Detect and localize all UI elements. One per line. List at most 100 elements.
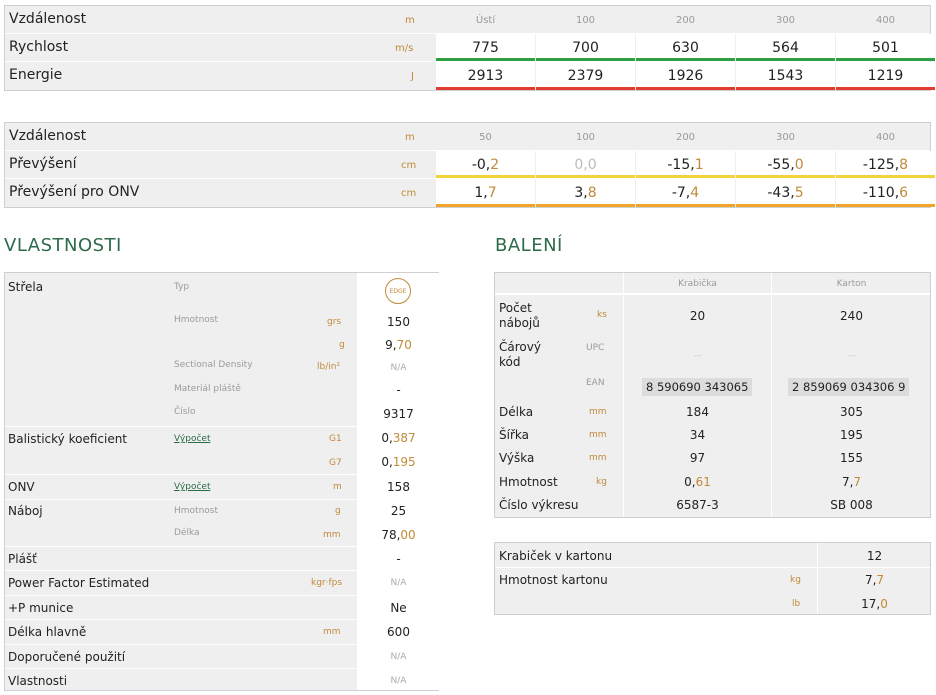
drop-onv-row: Převýšení pro ONV cm 1,7 3,8 -7,4 -43,5 …	[5, 179, 935, 207]
onv-vypocet-link[interactable]: Výpočet	[174, 482, 211, 492]
distance-cell: 50	[479, 132, 492, 143]
bk-vypocet-link[interactable]: Výpočet	[174, 434, 211, 444]
distance-cell: 400	[875, 15, 896, 26]
hmotnost-karton: 7,7	[841, 475, 862, 489]
hmotnost-label: Hmotnost	[499, 475, 558, 489]
delka-hlavne-label: Délka hlavně	[8, 625, 87, 639]
trajectory-table: Vzdálenost m 50 100 200 300 400 Převýšen…	[4, 122, 935, 208]
carovy-label: Čárový kód	[499, 340, 541, 369]
energy-cell: 1219	[836, 62, 935, 90]
sd-unit: lb/in²	[317, 362, 341, 372]
upc-label: UPC	[586, 343, 605, 353]
vlastnosti-row-value: N/A	[390, 676, 407, 686]
vlastnosti-panel: Střela Typ EDGE Hmotnost grs 150 g 9,70 …	[4, 272, 439, 691]
pf-unit: kgr·fps	[311, 578, 343, 588]
distance-cell: 400	[875, 132, 896, 143]
baleni-title: BALENÍ	[495, 235, 563, 256]
doporucene-label: Doporučené použití	[8, 650, 126, 664]
distance-cell: 200	[675, 132, 696, 143]
hmotnost-kartonu-unit-kg: kg	[790, 575, 801, 585]
sd-label: Sectional Density	[174, 360, 253, 370]
onv-label: ONV	[8, 480, 35, 494]
edge-badge-icon: EDGE	[385, 278, 411, 304]
velocity-cell: 564	[736, 34, 835, 61]
hmotnost-kartonu-lb: 17,0	[861, 597, 888, 611]
strela-hmotnost-label: Hmotnost	[174, 315, 218, 325]
doporucene-value: N/A	[390, 652, 407, 662]
material-label: Materiál pláště	[174, 384, 241, 394]
ean-krabicka: 8 590690 343065	[642, 378, 753, 396]
drop-cell: -125,8	[836, 151, 935, 178]
onv-unit: m	[333, 482, 342, 492]
sirka-unit: mm	[589, 430, 607, 440]
vyska-krabicka: 97	[689, 451, 706, 465]
upc-karton: —	[847, 351, 856, 361]
strela-label: Střela	[8, 280, 44, 294]
drop-onv-cell: -7,4	[636, 179, 735, 207]
naboj-hmotnost-unit: g	[335, 506, 341, 516]
drop-row: Převýšení cm -0,2 0,0 -15,1 -55,0 -125,8	[5, 151, 935, 179]
delka-unit: mm	[589, 407, 607, 417]
distance-cell: 200	[675, 15, 696, 26]
pf-label: Power Factor Estimated	[8, 576, 150, 590]
col-krabicka: Krabička	[678, 279, 717, 289]
pf-value: N/A	[390, 578, 407, 588]
energy-cell: 1543	[736, 62, 835, 90]
vyska-label: Výška	[499, 451, 535, 465]
velocity-cell: 775	[436, 34, 535, 61]
cislo-value: 9317	[383, 407, 414, 421]
vlastnosti-row-label: Vlastnosti	[8, 674, 68, 688]
material-value: -	[396, 383, 401, 397]
drop-onv-cell: -43,5	[736, 179, 835, 207]
distance-row: Vzdálenost m 50 100 200 300 400	[5, 123, 930, 151]
distance-cell: 300	[775, 15, 796, 26]
cislo-vykresu-krabicka: 6587-3	[676, 498, 719, 512]
energy-cell: 2913	[436, 62, 535, 90]
onv-value: 158	[387, 480, 410, 494]
distance-unit: m	[405, 132, 415, 143]
baleni-panel: Krabička Karton Počet nábojů ks 20 240 Č…	[494, 272, 931, 518]
cislo-vykresu-karton: SB 008	[830, 498, 873, 512]
sirka-krabicka: 34	[689, 428, 706, 442]
energy-label: Energie	[9, 67, 63, 83]
naboj-delka-unit: mm	[323, 530, 341, 540]
hmotnost-krabicka: 0,61	[684, 475, 711, 489]
energy-row: Energie J 2913 2379 1926 1543 1219	[5, 62, 935, 90]
drop-cell: -15,1	[636, 151, 735, 178]
hmotnost-unit: kg	[596, 477, 607, 487]
distance-cell: 100	[575, 132, 596, 143]
vlastnosti-title: VLASTNOSTI	[4, 235, 122, 256]
g1-value: 0,387	[381, 431, 416, 445]
strela-hmotnost-unit-grs: grs	[327, 317, 342, 327]
typ-label: Typ	[174, 282, 190, 292]
hmotnost-kartonu-kg: 7,7	[864, 573, 885, 587]
drop-onv-unit: cm	[401, 188, 417, 199]
energy-cell: 1926	[636, 62, 735, 90]
drop-onv-cell: 3,8	[536, 179, 635, 207]
karton-panel: Krabiček v kartonu 12 Hmotnost kartonu k…	[494, 542, 931, 615]
drop-cell: -0,2	[436, 151, 535, 178]
hmotnost-kartonu-label: Hmotnost kartonu	[499, 573, 608, 587]
strela-hmotnost-unit-g: g	[339, 340, 345, 350]
g7-value: 0,195	[381, 455, 416, 469]
drop-onv-cell: 1,7	[436, 179, 535, 207]
sirka-karton: 195	[840, 428, 863, 442]
upc-krabicka: —	[693, 351, 702, 361]
vyska-karton: 155	[840, 451, 863, 465]
krabicek-value: 12	[866, 549, 883, 563]
cislo-vykresu-label: Číslo výkresu	[499, 498, 579, 512]
velocity-unit: m/s	[395, 43, 414, 54]
ean-label: EAN	[586, 378, 605, 388]
plast-label: Plášť	[8, 552, 37, 566]
cislo-label: Číslo	[174, 407, 196, 417]
naboj-delka-value: 78,00	[381, 528, 416, 542]
pocet-label: Počet nábojů	[499, 301, 540, 330]
sirka-label: Šířka	[499, 428, 529, 442]
naboj-label: Náboj	[8, 504, 43, 518]
distance-row: Vzdálenost m Ústí 100 200 300 400	[5, 6, 930, 34]
drop-label: Převýšení	[9, 156, 77, 172]
krabicek-label: Krabiček v kartonu	[499, 549, 613, 563]
drop-onv-label: Převýšení pro ONV	[9, 184, 140, 200]
velocity-row: Rychlost m/s 775 700 630 564 501	[5, 34, 935, 62]
distance-unit: m	[405, 15, 415, 26]
